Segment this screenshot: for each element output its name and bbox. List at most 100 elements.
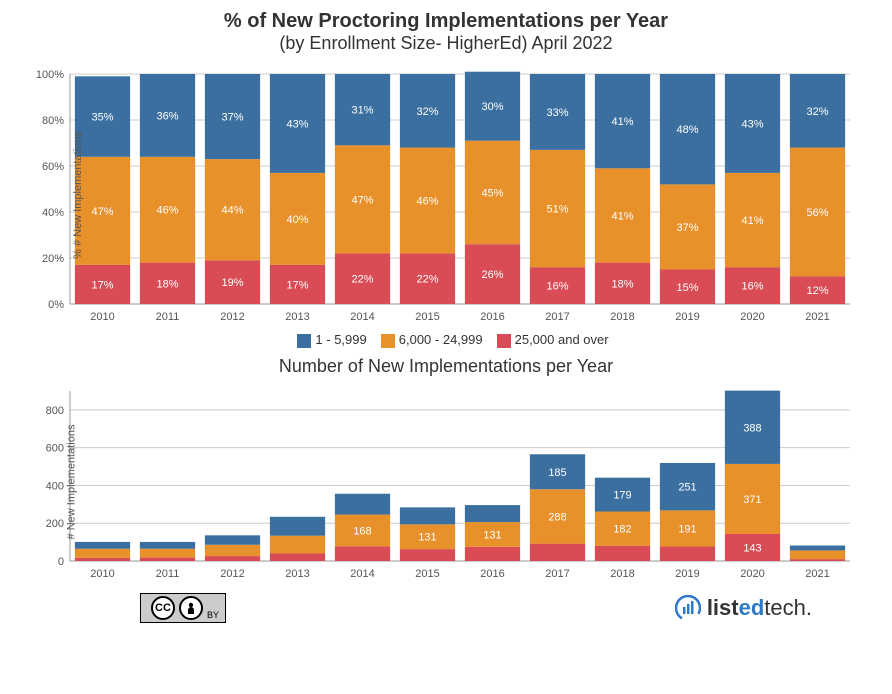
cc-person-icon bbox=[179, 596, 203, 620]
svg-text:0: 0 bbox=[58, 556, 64, 568]
svg-text:191: 191 bbox=[678, 523, 696, 535]
svg-text:2016: 2016 bbox=[480, 311, 504, 323]
svg-text:47%: 47% bbox=[351, 194, 373, 206]
svg-text:46%: 46% bbox=[156, 205, 178, 217]
svg-text:37%: 37% bbox=[676, 222, 698, 234]
svg-text:2020: 2020 bbox=[740, 568, 764, 580]
footer: CC BY listedtech. bbox=[20, 583, 872, 623]
svg-text:43%: 43% bbox=[286, 118, 308, 130]
svg-text:32%: 32% bbox=[806, 106, 828, 118]
legend-label: 6,000 - 24,999 bbox=[399, 332, 483, 347]
svg-text:18%: 18% bbox=[611, 278, 633, 290]
legend-label: 1 - 5,999 bbox=[315, 332, 366, 347]
svg-text:45%: 45% bbox=[481, 187, 503, 199]
svg-text:36%: 36% bbox=[156, 110, 178, 122]
svg-text:22%: 22% bbox=[416, 274, 438, 286]
svg-text:31%: 31% bbox=[351, 105, 373, 117]
chart2-ylabel: # New Implementations bbox=[65, 424, 77, 539]
svg-text:56%: 56% bbox=[806, 207, 828, 219]
svg-text:46%: 46% bbox=[416, 196, 438, 208]
svg-text:22%: 22% bbox=[351, 274, 373, 286]
svg-text:17%: 17% bbox=[91, 279, 113, 291]
svg-text:20%: 20% bbox=[42, 253, 64, 265]
svg-text:251: 251 bbox=[678, 481, 696, 493]
svg-text:2019: 2019 bbox=[675, 311, 699, 323]
legend: 1 - 5,999 6,000 - 24,999 25,000 and over bbox=[20, 332, 872, 348]
svg-text:47%: 47% bbox=[91, 206, 113, 218]
svg-text:44%: 44% bbox=[221, 205, 243, 217]
legend-swatch bbox=[381, 334, 395, 348]
svg-text:371: 371 bbox=[743, 494, 761, 506]
svg-text:18%: 18% bbox=[156, 278, 178, 290]
svg-text:26%: 26% bbox=[481, 269, 503, 281]
svg-text:2010: 2010 bbox=[90, 311, 114, 323]
svg-text:41%: 41% bbox=[741, 215, 763, 227]
svg-text:37%: 37% bbox=[221, 112, 243, 124]
svg-text:2016: 2016 bbox=[480, 568, 504, 580]
svg-text:179: 179 bbox=[613, 489, 631, 501]
brand-text-mid: ed bbox=[739, 595, 765, 621]
svg-text:43%: 43% bbox=[741, 118, 763, 130]
chart1-svg: 0%20%40%60%80%100%17%47%35%201018%46%36%… bbox=[20, 64, 860, 326]
svg-text:2017: 2017 bbox=[545, 568, 569, 580]
cc-icon: CC bbox=[151, 596, 175, 620]
svg-text:2010: 2010 bbox=[90, 568, 114, 580]
svg-text:288: 288 bbox=[548, 511, 566, 523]
svg-text:2015: 2015 bbox=[415, 311, 439, 323]
svg-text:19%: 19% bbox=[221, 277, 243, 289]
svg-text:2018: 2018 bbox=[610, 568, 634, 580]
cc-by-badge: CC BY bbox=[140, 593, 226, 623]
svg-text:2019: 2019 bbox=[675, 568, 699, 580]
svg-text:41%: 41% bbox=[611, 116, 633, 128]
chart2-title: Number of New Implementations per Year bbox=[20, 356, 872, 377]
svg-text:2012: 2012 bbox=[220, 568, 244, 580]
svg-text:131: 131 bbox=[483, 529, 501, 541]
legend-swatch bbox=[497, 334, 511, 348]
svg-text:80%: 80% bbox=[42, 115, 64, 127]
svg-text:2015: 2015 bbox=[415, 568, 439, 580]
svg-text:51%: 51% bbox=[546, 204, 568, 216]
brand-text-suffix: tech. bbox=[764, 595, 812, 621]
svg-text:60%: 60% bbox=[42, 161, 64, 173]
svg-text:2011: 2011 bbox=[156, 568, 180, 580]
svg-text:12%: 12% bbox=[806, 285, 828, 297]
svg-text:16%: 16% bbox=[546, 281, 568, 293]
svg-text:0%: 0% bbox=[48, 299, 64, 311]
chart1-area: % # New Implementations 0% 20% 40% 60% 80% 10… bbox=[20, 64, 872, 326]
svg-text:400: 400 bbox=[46, 480, 64, 492]
legend-label: 25,000 and over bbox=[515, 332, 609, 347]
svg-text:2017: 2017 bbox=[545, 311, 569, 323]
figure-container: % of New Proctoring Implementations per … bbox=[0, 0, 892, 633]
svg-text:32%: 32% bbox=[416, 106, 438, 118]
svg-text:200: 200 bbox=[46, 518, 64, 530]
svg-text:33%: 33% bbox=[546, 107, 568, 119]
svg-text:40%: 40% bbox=[286, 214, 308, 226]
svg-text:17%: 17% bbox=[286, 279, 308, 291]
svg-text:100%: 100% bbox=[36, 69, 64, 81]
svg-text:2013: 2013 bbox=[285, 311, 309, 323]
chart2-area: # New Implementations 020040060080020102… bbox=[20, 381, 872, 583]
svg-text:182: 182 bbox=[613, 523, 631, 535]
chart1-ylabel: % # New Implementations bbox=[72, 131, 84, 259]
svg-text:41%: 41% bbox=[611, 210, 633, 222]
svg-text:2012: 2012 bbox=[220, 311, 244, 323]
svg-text:2021: 2021 bbox=[805, 311, 829, 323]
svg-text:30%: 30% bbox=[481, 101, 503, 113]
svg-text:2018: 2018 bbox=[610, 311, 634, 323]
svg-text:600: 600 bbox=[46, 442, 64, 454]
svg-text:168: 168 bbox=[353, 525, 371, 537]
cc-by-label: BY bbox=[207, 610, 219, 620]
chart2-svg: 0200400600800201020112012201316820141312… bbox=[20, 381, 860, 583]
svg-text:131: 131 bbox=[418, 531, 436, 543]
svg-text:16%: 16% bbox=[741, 281, 763, 293]
svg-text:2014: 2014 bbox=[350, 311, 374, 323]
svg-text:40%: 40% bbox=[42, 207, 64, 219]
brand-bars-icon bbox=[675, 595, 701, 621]
svg-text:48%: 48% bbox=[676, 124, 698, 136]
svg-text:15%: 15% bbox=[676, 282, 698, 294]
svg-text:2013: 2013 bbox=[285, 568, 309, 580]
svg-text:2014: 2014 bbox=[350, 568, 374, 580]
svg-text:185: 185 bbox=[548, 466, 566, 478]
svg-text:2021: 2021 bbox=[805, 568, 829, 580]
page-title: % of New Proctoring Implementations per … bbox=[20, 10, 872, 33]
